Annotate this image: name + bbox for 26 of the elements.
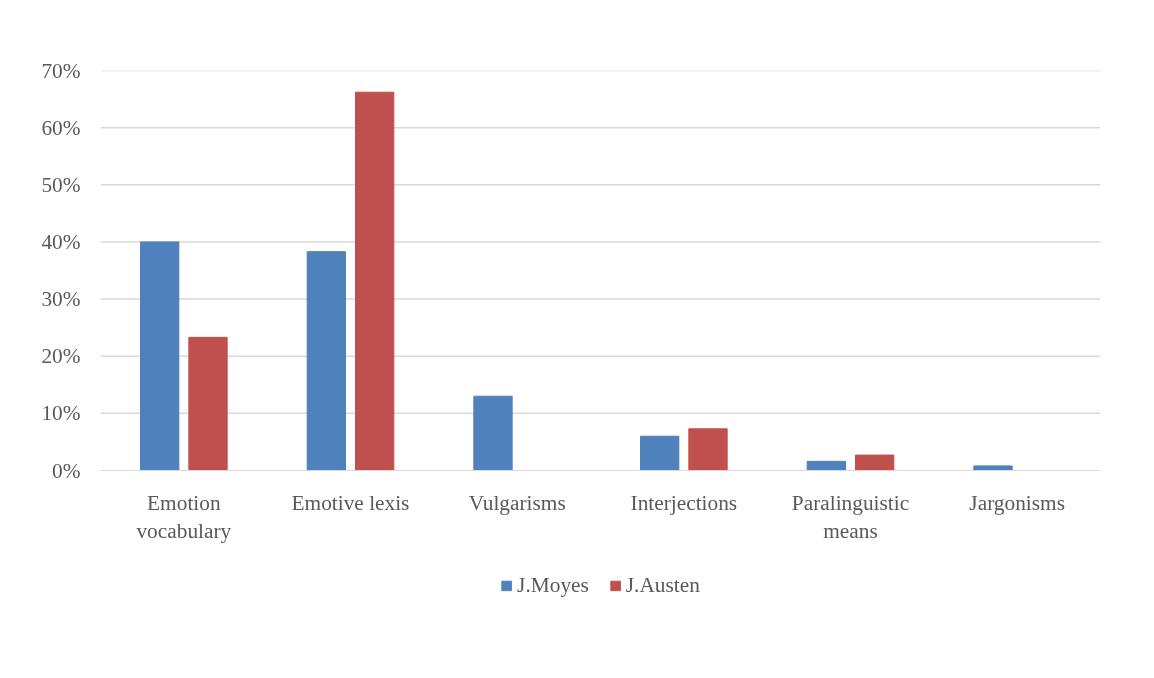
y-tick-label: 40% bbox=[41, 229, 81, 254]
y-tick-label: 30% bbox=[41, 287, 81, 312]
bar bbox=[973, 465, 1013, 471]
y-tick-label: 10% bbox=[41, 401, 81, 426]
x-tick-label: Paralinguistic means bbox=[791, 490, 910, 544]
x-tick-label: Jargonisms bbox=[969, 490, 1065, 515]
bar bbox=[355, 91, 395, 471]
bar bbox=[688, 428, 728, 471]
bar bbox=[188, 336, 228, 471]
bar bbox=[140, 241, 180, 471]
bar bbox=[806, 460, 846, 471]
bar bbox=[640, 435, 680, 471]
x-tick-label: Emotion vocabulary bbox=[136, 490, 232, 544]
legend-label: J.Moyes bbox=[517, 572, 589, 598]
y-tick-label: 60% bbox=[41, 115, 81, 140]
y-tick-label: 70% bbox=[41, 58, 81, 83]
y-tick-label: 50% bbox=[41, 172, 81, 197]
bar bbox=[473, 395, 513, 471]
x-tick-label: Vulgarisms bbox=[468, 490, 566, 515]
bar bbox=[855, 454, 895, 471]
x-tick-label: Interjections bbox=[630, 490, 738, 515]
x-tick-label: Emotive lexis bbox=[291, 490, 410, 515]
legend-label: J.Austen bbox=[625, 572, 700, 598]
y-tick-label: 0% bbox=[52, 458, 81, 483]
bar bbox=[306, 251, 346, 471]
y-tick-label: 20% bbox=[41, 344, 81, 369]
